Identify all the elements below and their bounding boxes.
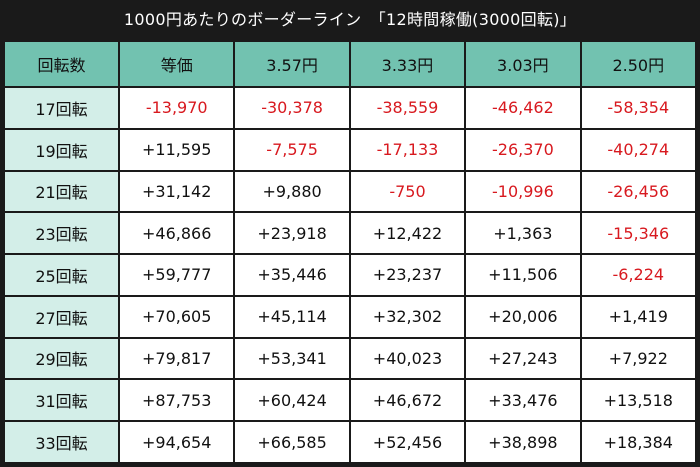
value-cell: -10,996 — [464, 169, 582, 214]
value-cell: +1,419 — [579, 294, 698, 339]
value-cell: -13,970 — [117, 86, 236, 130]
value-cell: +11,595 — [117, 127, 236, 172]
page-title: 1000円あたりのボーダーライン 「12時間稼働(3000回転)」 — [123, 10, 577, 29]
value-cell: +52,456 — [348, 420, 467, 464]
value-cell: -58,354 — [579, 86, 698, 130]
value-cell: +23,918 — [233, 211, 351, 256]
value-cell: -46,462 — [464, 86, 582, 130]
header-row: 回転数 等価 3.57円 3.33円 3.03円 2.50円 — [3, 40, 698, 88]
table-row: 29回転 +79,817 +53,341 +40,023 +27,243 +7,922 — [3, 336, 698, 381]
value-cell: -40,274 — [579, 127, 698, 172]
value-cell: -30,378 — [233, 86, 351, 130]
table-row: 17回転 -13,970 -30,378 -38,559 -46,462 -58,354 — [3, 86, 698, 130]
value-cell: -17,133 — [348, 127, 467, 172]
header-cell: 3.03円 — [464, 40, 582, 88]
value-cell: +40,023 — [348, 336, 467, 381]
value-cell: -6,224 — [579, 253, 698, 297]
row-header-cell: 21回転 — [3, 169, 120, 214]
header-cell: 3.33円 — [348, 40, 467, 88]
value-cell: -38,559 — [348, 86, 467, 130]
row-header-cell: 29回転 — [3, 336, 120, 381]
table-row: 21回転 +31,142 +9,880 -750 -10,996 -26,456 — [3, 169, 698, 214]
value-cell: +94,654 — [117, 420, 236, 464]
border-line-table: 回転数 等価 3.57円 3.33円 3.03円 2.50円 17回転 -13,9… — [3, 40, 698, 464]
header-cell: 回転数 — [3, 40, 120, 88]
value-cell: +13,518 — [579, 378, 698, 423]
value-cell: +60,424 — [233, 378, 351, 423]
value-cell: +66,585 — [233, 420, 351, 464]
value-cell: +31,142 — [117, 169, 236, 214]
value-cell: +23,237 — [348, 253, 467, 297]
value-cell: +46,866 — [117, 211, 236, 256]
table-row: 23回転 +46,866 +23,918 +12,422 +1,363 -15,346 — [3, 211, 698, 256]
value-cell: +53,341 — [233, 336, 351, 381]
header-cell: 等価 — [117, 40, 236, 88]
table-row: 25回転 +59,777 +35,446 +23,237 +11,506 -6,224 — [3, 253, 698, 297]
row-header-cell: 17回転 — [3, 86, 120, 130]
row-header-cell: 19回転 — [3, 127, 120, 172]
header-cell: 3.57円 — [233, 40, 351, 88]
value-cell: +32,302 — [348, 294, 467, 339]
value-cell: -750 — [348, 169, 467, 214]
value-cell: +7,922 — [579, 336, 698, 381]
row-header-cell: 25回転 — [3, 253, 120, 297]
table-row: 19回転 +11,595 -7,575 -17,133 -26,370 -40,274 — [3, 127, 698, 172]
row-header-cell: 31回転 — [3, 378, 120, 423]
row-header-cell: 33回転 — [3, 420, 120, 464]
header-cell: 2.50円 — [579, 40, 698, 88]
value-cell: +70,605 — [117, 294, 236, 339]
value-cell: +59,777 — [117, 253, 236, 297]
value-cell: +12,422 — [348, 211, 467, 256]
value-cell: +79,817 — [117, 336, 236, 381]
value-cell: +46,672 — [348, 378, 467, 423]
value-cell: +87,753 — [117, 378, 236, 423]
table-row: 33回転 +94,654 +66,585 +52,456 +38,898 +18,384 — [3, 420, 698, 464]
row-header-cell: 27回転 — [3, 294, 120, 339]
value-cell: +9,880 — [233, 169, 351, 214]
value-cell: +27,243 — [464, 336, 582, 381]
value-cell: +18,384 — [579, 420, 698, 464]
value-cell: +11,506 — [464, 253, 582, 297]
value-cell: +35,446 — [233, 253, 351, 297]
row-header-cell: 23回転 — [3, 211, 120, 256]
value-cell: -15,346 — [579, 211, 698, 256]
value-cell: +45,114 — [233, 294, 351, 339]
value-cell: -7,575 — [233, 127, 351, 172]
value-cell: -26,370 — [464, 127, 582, 172]
value-cell: +33,476 — [464, 378, 582, 423]
value-cell: -26,456 — [579, 169, 698, 214]
value-cell: +38,898 — [464, 420, 582, 464]
table-row: 27回転 +70,605 +45,114 +32,302 +20,006 +1,419 — [3, 294, 698, 339]
value-cell: +20,006 — [464, 294, 582, 339]
table-row: 31回転 +87,753 +60,424 +46,672 +33,476 +13,518 — [3, 378, 698, 423]
value-cell: +1,363 — [464, 211, 582, 256]
